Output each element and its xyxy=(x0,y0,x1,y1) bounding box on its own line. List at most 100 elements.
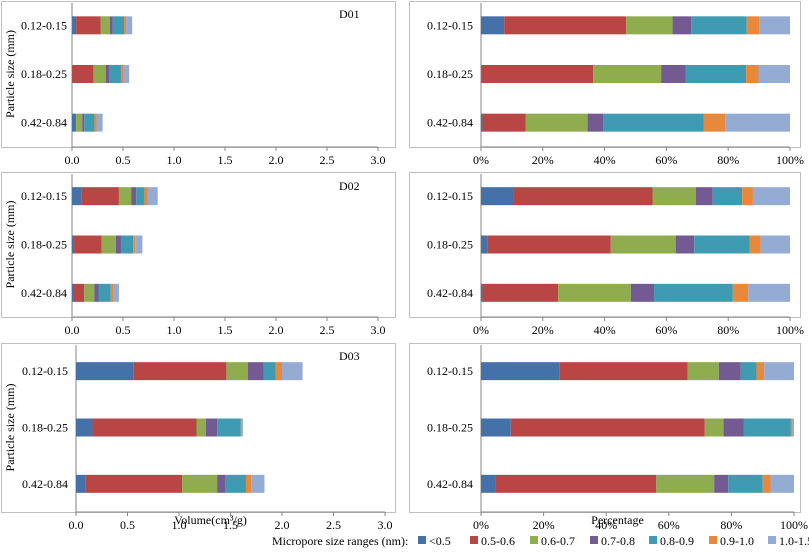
D01-volume-bar-1.0-1.5-0.18-0.25 xyxy=(123,65,130,83)
D03-percent-bar-0.8-0.9-0.18-0.25 xyxy=(743,418,791,437)
D02-percent-x-tick-label: 0% xyxy=(473,323,489,337)
D03-volume-bar-0.6-0.7-0.18-0.25 xyxy=(196,418,206,437)
D02-percent-bar-<0.5-0.12-0.15 xyxy=(481,187,514,206)
D02-percent-bar-0.9-1.0-0.18-0.25 xyxy=(749,235,761,254)
D02-volume-y-axis-title: Particle size (mm) xyxy=(3,201,17,289)
D03-percent-bar-1.0-1.5-0.18-0.25 xyxy=(792,418,794,437)
D02-volume-bar-0.7-0.8-0.42-0.84 xyxy=(94,283,99,302)
D01-volume-bar-<0.5-0.12-0.15 xyxy=(72,16,77,35)
D02-percent-y-tick-label: 0.42-0.84 xyxy=(427,286,473,300)
D03-percent-y-tick-label: 0.18-0.25 xyxy=(427,421,473,435)
D03-percent-bar-0.7-0.8-0.12-0.15 xyxy=(718,362,741,381)
legend-title: Micropore size ranges (nm): xyxy=(272,534,408,548)
legend-swatch-0.7-0.8 xyxy=(590,536,598,544)
D02-volume-x-tick-label: 2.5 xyxy=(320,323,335,337)
D01-volume-x-tick-label: 0.5 xyxy=(116,153,131,167)
D03-volume-bar-0.8-0.9-0.42-0.84 xyxy=(225,474,246,493)
D03-percent-x-axis-title: Percentage xyxy=(591,513,644,527)
legend-swatch-1.0-1.5 xyxy=(768,536,776,544)
D01-percent-x-tick-label: 20% xyxy=(532,153,554,167)
D01-percent-x-tick-label: 80% xyxy=(717,153,739,167)
D03-volume-x-tick-label: 0.5 xyxy=(120,518,135,532)
D01-volume-bar-0.9-1.0-0.42-0.84 xyxy=(94,113,97,132)
D03-percent-bar-0.6-0.7-0.12-0.15 xyxy=(687,362,719,381)
D01-percent-bar-0.8-0.9-0.18-0.25 xyxy=(685,65,747,83)
D02-volume-x-tick-label: 2.0 xyxy=(269,323,284,337)
D03-percent-bar-0.5-0.6-0.42-0.84 xyxy=(495,474,657,493)
D03-percent-x-tick-label: 20% xyxy=(533,518,555,532)
D01-percent-bar-<0.5-0.12-0.15 xyxy=(481,16,505,35)
D01-volume-bar-0.6-0.7-0.18-0.25 xyxy=(93,65,106,83)
D03-percent-bar-0.5-0.6-0.12-0.15 xyxy=(559,362,688,381)
D01-percent-bar-0.8-0.9-0.42-0.84 xyxy=(603,113,704,132)
D01-volume-y-tick-label: 0.42-0.84 xyxy=(21,116,67,130)
D01-percent-bar-0.6-0.7-0.42-0.84 xyxy=(525,113,588,132)
D01-volume-y-axis-title: Particle size (mm) xyxy=(3,30,17,118)
D03-volume-x-tick-label: 2.5 xyxy=(326,518,341,532)
D03-volume-bar-0.5-0.6-0.42-0.84 xyxy=(85,474,183,493)
D03-volume-bar-0.6-0.7-0.42-0.84 xyxy=(182,474,218,493)
D01-volume-y-tick-label: 0.18-0.25 xyxy=(21,67,67,81)
D03-percent-y-tick-label: 0.42-0.84 xyxy=(427,477,473,491)
D02-volume-bar-0.6-0.7-0.42-0.84 xyxy=(84,283,95,302)
D01-percent-bar-0.7-0.8-0.12-0.15 xyxy=(672,16,692,35)
D03-volume-bar-0.5-0.6-0.12-0.15 xyxy=(133,362,227,381)
D02-volume-y-tick-label: 0.42-0.84 xyxy=(21,286,67,300)
D02-percent-bar-<0.5-0.42-0.84 xyxy=(481,283,483,302)
D02-percent-x-tick-label: 40% xyxy=(594,323,616,337)
D01-percent-bar-0.7-0.8-0.42-0.84 xyxy=(587,113,604,132)
legend-label-0.7-0.8: 0.7-0.8 xyxy=(601,534,635,548)
D01-volume-bar-<0.5-0.42-0.84 xyxy=(72,113,76,132)
D02-percent-x-tick-label: 80% xyxy=(717,323,739,337)
D01-percent-bar-0.5-0.6-0.18-0.25 xyxy=(481,65,594,83)
D02-volume-x-tick-label: 1.0 xyxy=(167,323,182,337)
D02-percent-bar-1.0-1.5-0.42-0.84 xyxy=(748,283,790,302)
D01-percent-bar-0.8-0.9-0.12-0.15 xyxy=(691,16,747,35)
D01-percent-x-tick-label: 60% xyxy=(655,153,677,167)
D02-volume-x-tick-label: 1.5 xyxy=(218,323,233,337)
D02-volume-bar-0.8-0.9-0.12-0.15 xyxy=(136,187,145,206)
D03-percent-bar-0.7-0.8-0.18-0.25 xyxy=(723,418,744,437)
D03-percent-x-tick-label: 100% xyxy=(780,518,808,532)
D03-percent-bar-<0.5-0.12-0.15 xyxy=(481,362,560,381)
legend-swatch-0.8-0.9 xyxy=(649,536,657,544)
D02-volume-bar-0.9-1.0-0.12-0.15 xyxy=(144,187,148,206)
D03-percent-bar-0.8-0.9-0.12-0.15 xyxy=(740,362,757,381)
D02-percent-bar-0.6-0.7-0.18-0.25 xyxy=(610,235,676,254)
D03-volume-bar-<0.5-0.18-0.25 xyxy=(76,418,93,437)
D03-volume-x-tick-label: 1.5 xyxy=(223,518,238,532)
legend-label-0.5-0.6: 0.5-0.6 xyxy=(481,534,515,548)
D01-percent-bar-0.5-0.6-0.12-0.15 xyxy=(504,16,627,35)
D02-volume-bar-<0.5-0.18-0.25 xyxy=(72,235,75,254)
D01-percent-x-tick-label: 0% xyxy=(473,153,489,167)
D02-volume-x-tick-label: 0.0 xyxy=(65,323,80,337)
D02-percent-bar-1.0-1.5-0.18-0.25 xyxy=(760,235,790,254)
D01-volume-y-tick-label: 0.12-0.15 xyxy=(21,18,67,32)
legend-label-1.0-1.5: 1.0-1.5 xyxy=(779,534,809,548)
D03-percent-bar-1.0-1.5-0.12-0.15 xyxy=(764,362,794,381)
D03-volume-x-tick-label: 0.0 xyxy=(69,518,84,532)
D03-volume-bar-0.8-0.9-0.18-0.25 xyxy=(217,418,241,437)
D03-percent-x-tick-label: 40% xyxy=(595,518,617,532)
D01-percent-bar-0.6-0.7-0.12-0.15 xyxy=(626,16,673,35)
D03-volume-x-tick-label: 3.0 xyxy=(378,518,393,532)
D03-volume-bar-1.0-1.5-0.18-0.25 xyxy=(241,418,243,437)
D01-volume-x-tick-label: 2.5 xyxy=(320,153,335,167)
D03-volume-bar-<0.5-0.12-0.15 xyxy=(76,362,134,381)
D01-percent-bar-0.5-0.6-0.42-0.84 xyxy=(482,113,526,132)
legend-swatch-0.6-0.7 xyxy=(530,536,538,544)
D02-percent-x-tick-label: 20% xyxy=(532,323,554,337)
D03-volume-bar-0.7-0.8-0.18-0.25 xyxy=(205,418,218,437)
D03-volume-bar-1.0-1.5-0.12-0.15 xyxy=(282,362,303,381)
legend-swatch-<0.5 xyxy=(418,536,426,544)
D02-volume-bar-0.7-0.8-0.12-0.15 xyxy=(131,187,137,206)
D02-percent-bar-0.8-0.9-0.18-0.25 xyxy=(694,235,750,254)
D01-percent-x-tick-label: 100% xyxy=(776,153,804,167)
D02-volume-bar-0.6-0.7-0.12-0.15 xyxy=(118,187,132,206)
D03-volume-bar-0.9-1.0-0.12-0.15 xyxy=(275,362,282,381)
D02-volume-bar-0.9-1.0-0.42-0.84 xyxy=(110,283,114,302)
D01-volume-bar-0.5-0.6-0.12-0.15 xyxy=(76,16,101,35)
D02-volume-x-tick-label: 3.0 xyxy=(371,323,386,337)
D01-percent-bar-1.0-1.5-0.18-0.25 xyxy=(758,65,790,83)
